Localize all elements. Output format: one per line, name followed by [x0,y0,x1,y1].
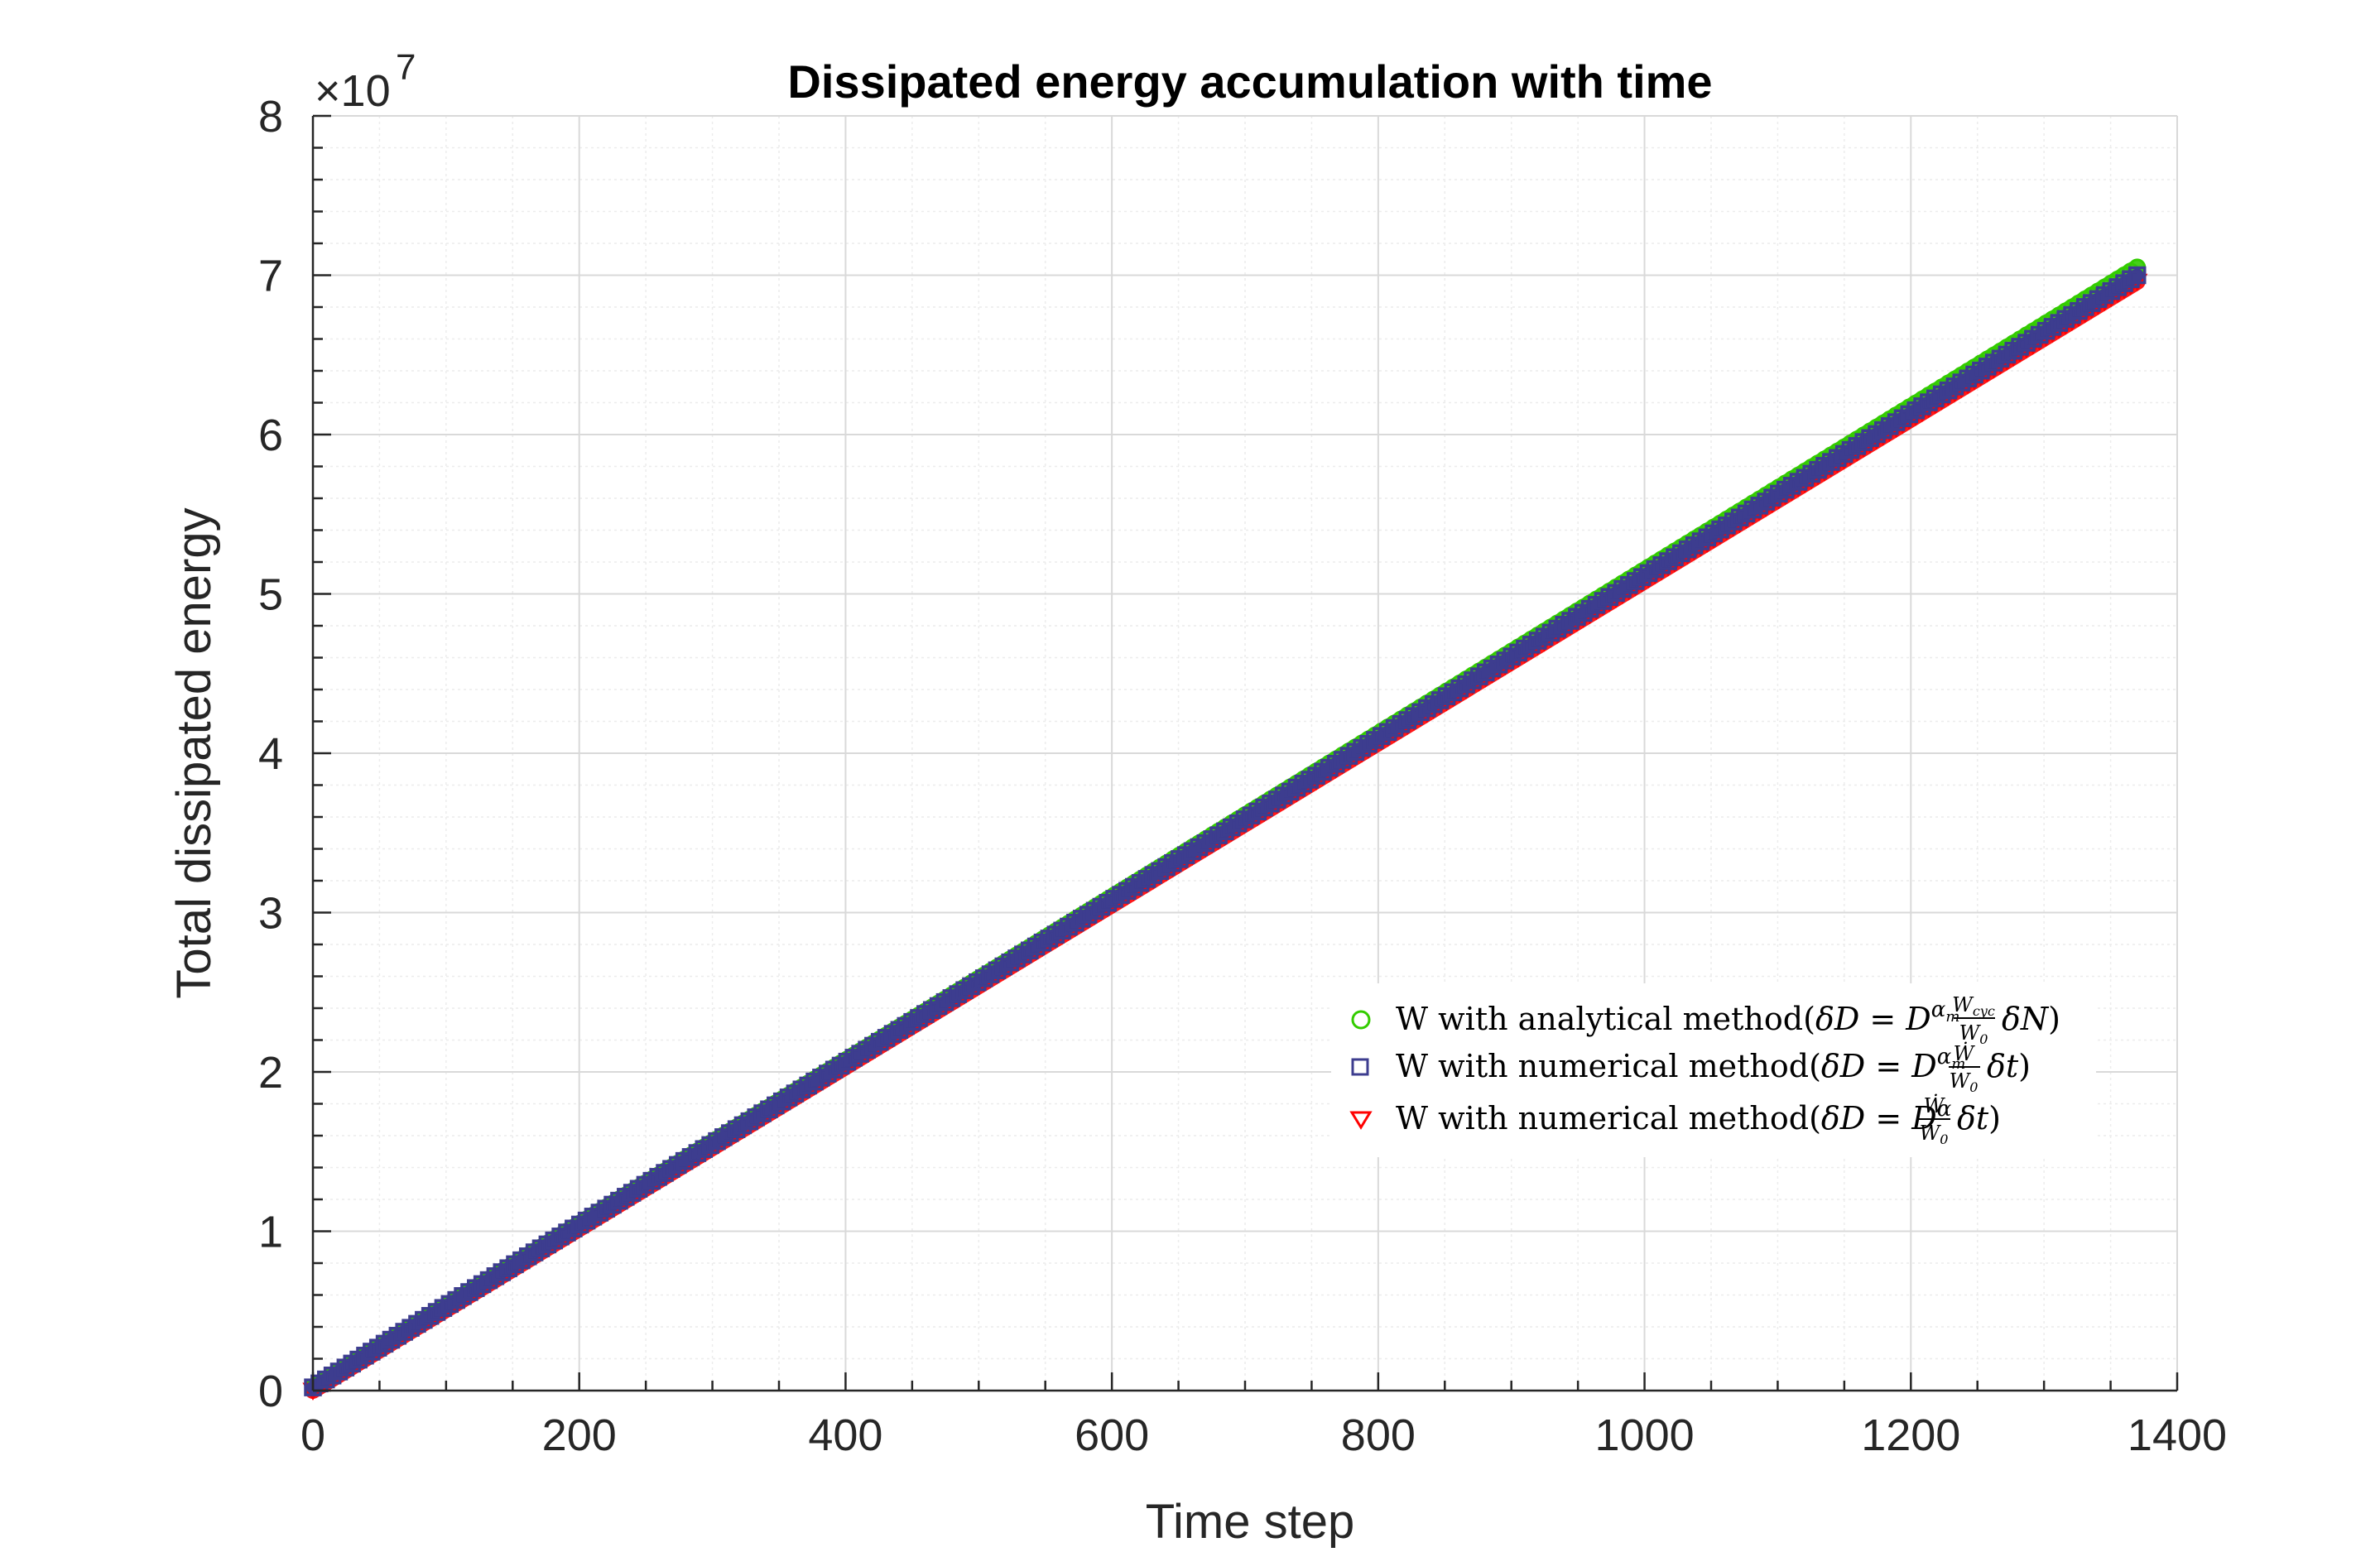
y-tick-label: 4 [258,729,283,779]
y-exponent-base: ×10 [315,66,391,116]
legend-item-1-tail: δN) [2002,1001,2060,1037]
legend-item-2-label: W with numerical method(δD = Dαm [1396,1045,1965,1084]
y-exponent-power: 7 [396,47,416,88]
y-tick-label: 3 [258,889,283,939]
x-tick-label: 400 [808,1410,882,1460]
x-tick-label: 0 [301,1410,325,1460]
y-tick-label: 2 [258,1048,283,1098]
triangle-down-marker-icon [1349,1111,1373,1130]
grid [312,115,2178,1391]
axes [311,114,2179,1392]
chart-title: Dissipated energy accumulation with time [787,55,1712,108]
legend-item-3-tail: δt) [1957,1100,2001,1136]
x-tick-label: 800 [1341,1410,1416,1460]
data-series [302,258,2148,1401]
legend-box [1331,983,2096,1157]
y-tick-label: 6 [258,411,283,460]
legend: W with analytical method(δD = Dαm Wcyc W… [1331,983,2096,1157]
x-tick-label: 1000 [1595,1410,1695,1460]
y-tick-label: 5 [258,570,283,620]
x-tick-label: 1400 [2128,1410,2227,1460]
tick-labels: 0 200 400 600 800 1000 1200 1400 0 1 2 3 4 5 6 7 8 [258,92,2227,1460]
x-axis-label: Time step [1146,1495,1354,1549]
legend-item-3-label: W with numerical method(δD = Dα [1396,1097,1952,1136]
legend-item-1-fraction: Wcyc W0 [1952,993,1995,1047]
svg-text:W0: W0 [1950,1069,1979,1095]
data-point [2128,266,2147,285]
x-tick-label: 200 [542,1410,617,1460]
y-tick-label: 8 [258,92,283,142]
square-marker-icon [1351,1058,1369,1076]
svg-text:Ẇ: Ẇ [1924,1093,1946,1117]
y-tick-label: 7 [258,252,283,301]
legend-item-numerical-alpha-m: W with numerical method(δD = Dαm Ẇ W0 δt… [1351,1041,2031,1095]
legend-item-2-tail: δt) [1987,1048,2031,1084]
legend-item-1-label: W with analytical method(δD = Dαm [1396,997,1959,1037]
y-tick-label: 0 [258,1367,283,1416]
legend-item-analytical: W with analytical method(δD = Dαm Wcyc W… [1351,993,2060,1047]
svg-text:Ẇ: Ẇ [1954,1041,1976,1065]
legend-item-numerical-alpha: W with numerical method(δD = Dα Ẇ W0 δt) [1349,1093,2001,1147]
circle-marker-icon [1351,1010,1371,1030]
y-axis-label: Total dissipated energy [167,507,221,998]
x-tick-label: 1200 [1861,1410,1960,1460]
legend-item-2-fraction: Ẇ W0 [1949,1041,1980,1095]
x-tick-label: 600 [1075,1410,1149,1460]
y-tick-label: 1 [258,1208,283,1257]
y-exponent: ×10 7 [315,47,416,116]
